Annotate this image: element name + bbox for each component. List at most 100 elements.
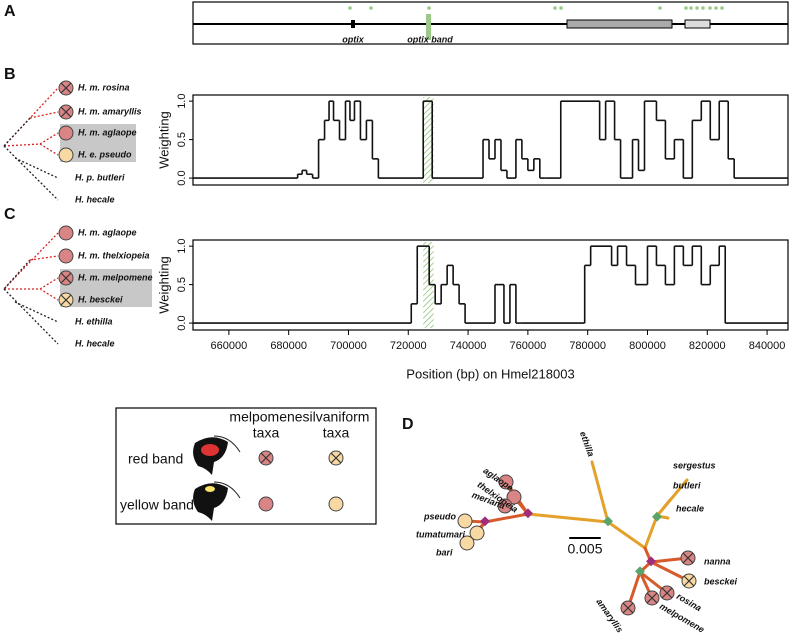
decoration (3, 117, 59, 201)
decoration (526, 460, 689, 550)
x-tick-label: 740000 (450, 340, 487, 352)
highlight-box (60, 269, 152, 307)
taxon-label: hecale (676, 503, 704, 513)
decoration (480, 508, 662, 577)
x-tick-label: 680000 (270, 340, 307, 352)
legend-row: yellow band (120, 497, 194, 513)
butterfly (193, 481, 241, 521)
decoration (213, 435, 241, 453)
taxon-label: besckei (704, 576, 738, 586)
gene-track: optix optix band (192, 1, 789, 45)
optix-band (423, 242, 434, 328)
panel-label: D (402, 416, 414, 433)
decoration (427, 6, 431, 10)
butterfly (193, 435, 241, 475)
legend-header: melpomene (229, 409, 302, 425)
gene-label: optix (342, 34, 364, 44)
tree-d-tips: aglaope thelxiopeia meriana pseudo tumat… (416, 430, 738, 635)
decoration (369, 6, 373, 10)
optix-band (423, 97, 434, 183)
tree-c-tips: H. m. aglaope H. m. thelxiopeia H. m. me… (58, 225, 153, 348)
taxon-icon (58, 80, 74, 96)
decoration (646, 556, 656, 567)
taxon-label: H. hecale (75, 194, 115, 204)
decoration (635, 566, 645, 577)
y-tick-label: 0.5 (176, 132, 188, 147)
decoration (658, 6, 662, 10)
taxon-label: amaryllis (594, 597, 625, 635)
taxon-icon (58, 147, 74, 163)
decoration (559, 6, 563, 10)
decoration (193, 483, 228, 521)
scale-label: 0.005 (567, 541, 602, 557)
taxon-label: ethilla (578, 430, 596, 458)
taxon-icon (620, 600, 636, 616)
taxon-icon (58, 292, 74, 308)
decoration (566, 19, 673, 29)
decoration (684, 6, 688, 10)
taxon-label: H. p. butleri (75, 172, 125, 182)
taxon-icon (58, 104, 74, 120)
decoration (553, 6, 557, 10)
y-tick-label: 0.0 (176, 170, 188, 185)
x-tick-label: 720000 (390, 340, 427, 352)
taxon-label: H. m. melpomene (78, 272, 153, 282)
decoration (3, 87, 59, 156)
taxon-icon (681, 573, 697, 589)
x-tick-label: 660000 (211, 340, 248, 352)
taxon-icon (58, 248, 74, 264)
x-tick-label: 840000 (749, 340, 786, 352)
tree-b-tips: H. m. rosina H. m. amaryllis H. m. aglao… (58, 80, 142, 204)
taxon-label: H. m. thelxiopeia (78, 250, 150, 260)
decoration (684, 19, 711, 29)
decoration (348, 6, 352, 10)
y-tick-label: 1.0 (176, 239, 188, 254)
taxon-icon (328, 450, 344, 466)
y-tick-label: 1.0 (176, 94, 188, 109)
plot-frame (192, 94, 789, 186)
taxon-icon (258, 496, 274, 512)
panel-label: C (4, 206, 16, 223)
taxon-label: nanna (704, 556, 731, 566)
decoration (351, 20, 355, 28)
x-tick-label: 780000 (569, 340, 606, 352)
legend-header: taxa (253, 425, 280, 441)
y-axis-label: Weighting (156, 256, 171, 314)
taxon-icon (58, 225, 74, 241)
decoration (720, 6, 724, 10)
decoration (603, 516, 613, 527)
decoration (695, 6, 699, 10)
legend-header: silvaniform (303, 409, 370, 425)
panel-labels: A B C D (4, 3, 414, 433)
decoration (115, 407, 377, 525)
taxon-icon (659, 585, 675, 601)
taxon-label: H. besckei (78, 294, 123, 304)
decoration (193, 437, 228, 475)
taxon-icon (457, 513, 473, 529)
decoration (426, 14, 431, 40)
decoration (3, 259, 59, 345)
decoration (701, 6, 705, 10)
x-tick-label: 700000 (330, 340, 367, 352)
taxon-label: pseudo (423, 511, 457, 521)
decoration (213, 481, 241, 499)
taxon-icon (258, 450, 274, 466)
decoration (708, 6, 712, 10)
taxon-label: H. m. rosina (78, 82, 130, 92)
decoration (689, 6, 693, 10)
decoration (3, 232, 59, 301)
legend-header: taxa (323, 425, 350, 441)
decoration (652, 511, 662, 522)
taxon-label: H. hecale (75, 338, 115, 348)
taxon-label: H. m. aglaope (78, 127, 137, 137)
legend-box: melpomene taxa silvaniform taxa red band… (115, 407, 377, 525)
x-tick-label: 800000 (629, 340, 666, 352)
decoration (205, 486, 215, 492)
taxon-label: tumatumari (416, 529, 466, 539)
taxon-label: bari (436, 547, 453, 557)
gene-label: optix band (407, 34, 453, 44)
taxon-label: sergestus (673, 460, 716, 470)
